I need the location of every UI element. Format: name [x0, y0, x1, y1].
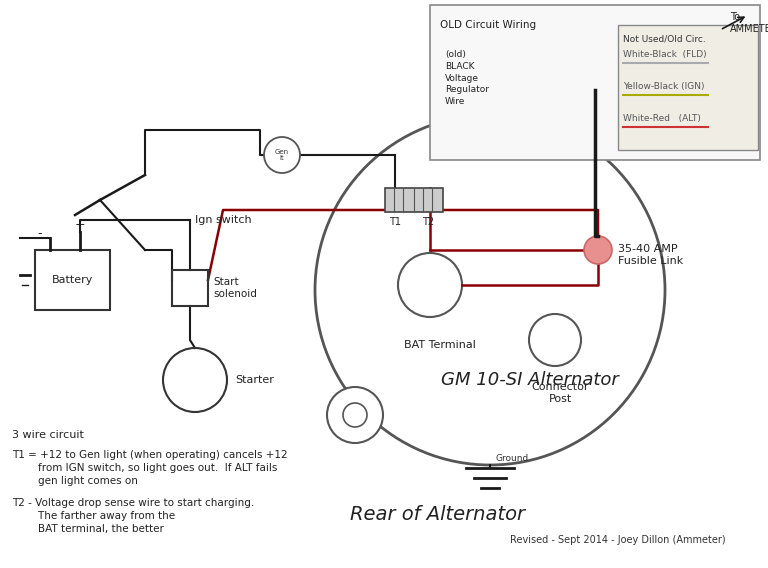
Text: 3 wire circuit: 3 wire circuit — [12, 430, 84, 440]
Text: Rear of Alternator: Rear of Alternator — [350, 505, 525, 524]
Text: White-Red   (ALT): White-Red (ALT) — [623, 114, 701, 123]
Text: GM 10-SI Alternator: GM 10-SI Alternator — [441, 371, 619, 389]
Text: BAT Terminal: BAT Terminal — [404, 340, 476, 350]
Bar — [618, 25, 758, 150]
Text: Starter: Starter — [235, 375, 274, 385]
Text: -: - — [38, 228, 42, 240]
Bar — [385, 188, 443, 212]
Text: To
AMMETER: To AMMETER — [730, 12, 768, 34]
Text: 35-40 AMP
Fusible Link: 35-40 AMP Fusible Link — [618, 244, 684, 266]
Text: Ground: Ground — [495, 454, 528, 463]
Bar — [35, 250, 110, 310]
Text: Start
solenoid: Start solenoid — [213, 277, 257, 299]
Text: +: + — [74, 219, 85, 232]
Text: T2: T2 — [422, 217, 434, 227]
Bar — [430, 5, 760, 160]
Text: Yellow-Black (IGN): Yellow-Black (IGN) — [623, 82, 704, 91]
Text: Ign switch: Ign switch — [195, 215, 252, 225]
Text: Gen
lt: Gen lt — [275, 149, 289, 161]
Text: Battery: Battery — [51, 275, 93, 285]
Circle shape — [327, 387, 383, 443]
Bar — [172, 270, 208, 306]
Circle shape — [584, 236, 612, 264]
Text: Revised - Sept 2014 - Joey Dillon (Ammeter): Revised - Sept 2014 - Joey Dillon (Ammet… — [510, 535, 726, 545]
Text: T1: T1 — [389, 217, 401, 227]
Text: (old)
BLACK
Voltage
Regulator
Wire: (old) BLACK Voltage Regulator Wire — [445, 50, 489, 106]
Text: White-Black  (FLD): White-Black (FLD) — [623, 50, 707, 59]
Text: OLD Circuit Wiring: OLD Circuit Wiring — [440, 20, 536, 30]
Text: T2 - Voltage drop sense wire to start charging.
        The farther away from th: T2 - Voltage drop sense wire to start ch… — [12, 498, 254, 534]
Text: Connector
Post: Connector Post — [531, 382, 589, 404]
Text: Not Used/Old Circ.: Not Used/Old Circ. — [623, 35, 706, 44]
Text: T1 = +12 to Gen light (when operating) cancels +12
        from IGN switch, so l: T1 = +12 to Gen light (when operating) c… — [12, 450, 288, 486]
Circle shape — [264, 137, 300, 173]
